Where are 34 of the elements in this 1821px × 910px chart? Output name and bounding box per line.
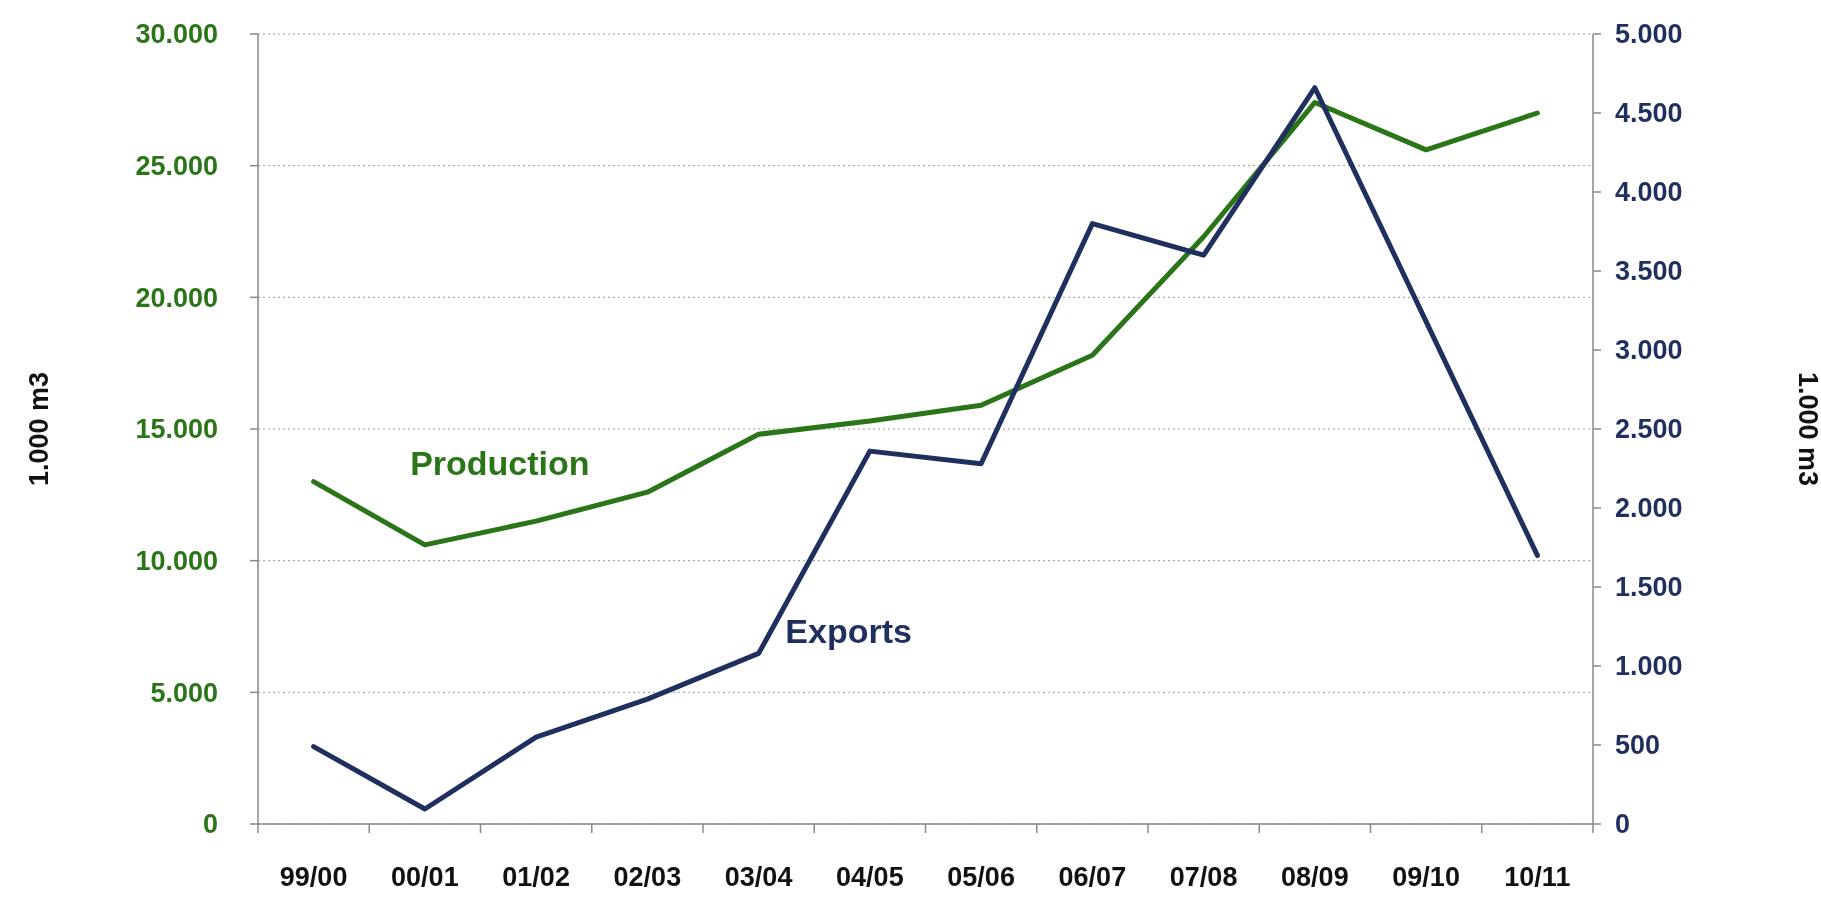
x-tick-label: 06/07 <box>1058 862 1127 892</box>
y-tick-label: 20.000 <box>135 282 218 313</box>
y2-tick-label: 500 <box>1615 730 1661 761</box>
y-tick-label: 10.000 <box>135 546 218 577</box>
y-tick-label: 5.000 <box>150 677 218 708</box>
y-tick-label: 15.000 <box>135 414 218 445</box>
x-tick-label: 99/00 <box>279 862 348 892</box>
y-axis-title: 1.000 m3 <box>24 371 54 487</box>
x-tick-label: 03/04 <box>724 862 793 892</box>
x-tick-label: 00/01 <box>391 862 459 892</box>
y2-tick-label: 5.000 <box>1615 19 1683 50</box>
y2-tick-label: 0 <box>1615 809 1631 840</box>
y2-tick-label: 3.500 <box>1615 256 1683 287</box>
x-tick-label: 08/09 <box>1281 862 1349 892</box>
x-tick-label: 09/10 <box>1392 862 1460 892</box>
y2-tick-label: 4.500 <box>1615 98 1683 129</box>
x-tick-label: 02/03 <box>613 862 682 892</box>
x-tick-label: 10/11 <box>1504 862 1571 892</box>
y2-axis-title: 1.000 m3 <box>1793 371 1821 487</box>
series-label: Production <box>410 443 590 482</box>
y2-tick-label: 1.000 <box>1615 651 1683 682</box>
y2-tick-label: 1.500 <box>1615 572 1683 603</box>
x-tick-label: 07/08 <box>1169 862 1238 892</box>
series-label: Exports <box>785 612 912 651</box>
y2-tick-label: 2.500 <box>1615 414 1683 445</box>
y-tick-label: 25.000 <box>135 151 218 182</box>
x-tick-label: 01/02 <box>502 862 570 892</box>
y-tick-label: 30.000 <box>135 19 218 50</box>
y2-tick-label: 3.000 <box>1615 335 1683 366</box>
x-tick-label: 04/05 <box>836 862 904 892</box>
y2-tick-label: 4.000 <box>1615 177 1683 208</box>
y-tick-label: 0 <box>202 809 218 840</box>
x-tick-label: 05/06 <box>947 862 1015 892</box>
y2-tick-label: 2.000 <box>1615 493 1683 524</box>
